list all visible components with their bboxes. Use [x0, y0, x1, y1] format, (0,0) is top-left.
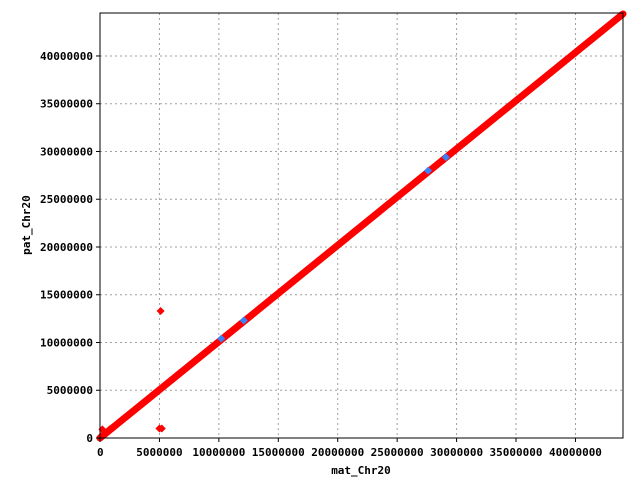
- highlight-point: [217, 334, 226, 343]
- highlight-point: [239, 316, 248, 325]
- x-tick-label: 0: [97, 446, 104, 459]
- y-tick-label: 35000000: [40, 98, 93, 111]
- y-tick-label: 30000000: [40, 145, 93, 158]
- y-tick-label: 25000000: [40, 193, 93, 206]
- y-axis-title: pat_Chr20: [20, 195, 33, 255]
- x-axis-title: mat_Chr20: [331, 464, 391, 477]
- y-tick-label: 15000000: [40, 289, 93, 302]
- highlight-point: [424, 166, 433, 175]
- tick-layer: 0 5000000 10000000 15000000 20000000 25000000…: [40, 50, 602, 459]
- series-line: [96, 10, 627, 442]
- x-tick-label: 30000000: [430, 446, 483, 459]
- data-layer: [96, 10, 627, 442]
- data-point: [105, 425, 114, 434]
- plot-frame: [99, 12, 624, 439]
- x-tick-label: 25000000: [371, 446, 424, 459]
- y-tick-label: 5000000: [47, 384, 93, 397]
- data-point: [100, 429, 109, 438]
- y-tick-label: 40000000: [40, 50, 93, 63]
- y-tick-label: 0: [86, 432, 93, 445]
- x-tick-label: 40000000: [549, 446, 602, 459]
- highlight-point: [441, 153, 450, 162]
- x-tick-label: 15000000: [252, 446, 305, 459]
- x-tick-label: 5000000: [136, 446, 182, 459]
- x-tick-label: 20000000: [311, 446, 364, 459]
- data-point: [157, 424, 166, 433]
- grid-layer: [100, 13, 623, 438]
- y-tick-label: 10000000: [40, 336, 93, 349]
- y-tick-label: 20000000: [40, 241, 93, 254]
- x-tick-label: 10000000: [192, 446, 245, 459]
- x-tick-label: 35000000: [490, 446, 543, 459]
- data-point: [156, 306, 165, 315]
